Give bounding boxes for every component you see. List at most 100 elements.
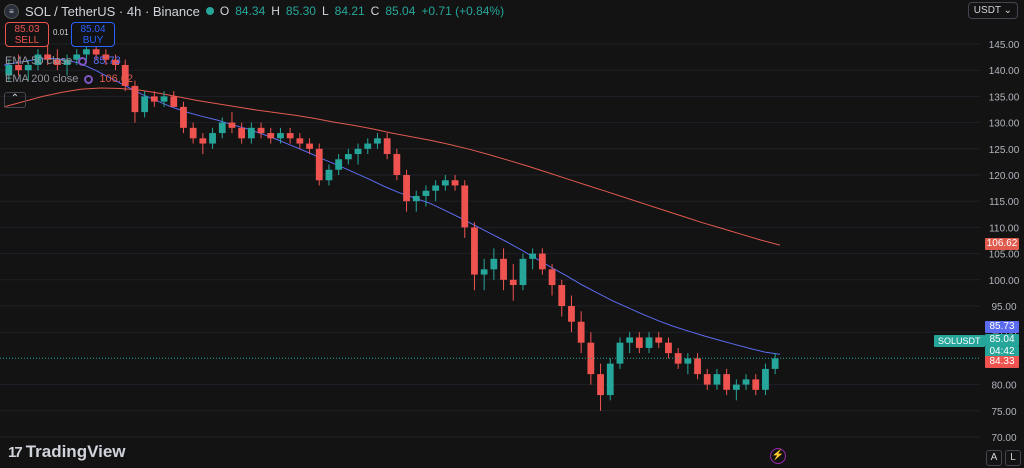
candle-body xyxy=(83,49,90,55)
price-tick-label: 130.00 xyxy=(989,119,1020,130)
candle-body xyxy=(286,133,294,139)
last-price-label: 85.04 xyxy=(985,334,1019,346)
candle-body xyxy=(199,138,207,144)
ema50-legend[interactable]: EMA 50 close 85.73 xyxy=(5,55,121,67)
candle-body xyxy=(325,169,333,181)
low-price-label: 84.33 xyxy=(985,356,1019,368)
candle-body xyxy=(577,321,585,343)
buy-price: 85.04 xyxy=(80,24,106,35)
buy-button[interactable]: 85.04 BUY xyxy=(71,22,115,47)
auto-scale-button[interactable]: A xyxy=(986,450,1002,466)
candle-body xyxy=(752,379,760,390)
tradingview-mark-icon: 17 xyxy=(8,443,23,461)
candle-body xyxy=(703,374,711,385)
spread-value: 0.01 xyxy=(53,28,69,37)
candle-body xyxy=(277,133,284,139)
candle-body xyxy=(170,96,178,107)
ema50-label: EMA 50 close xyxy=(5,55,73,67)
high-value: 85.30 xyxy=(285,4,316,18)
candle-body xyxy=(364,143,372,149)
candle-body xyxy=(374,138,381,144)
candle-body xyxy=(490,258,498,270)
candle-body xyxy=(160,96,168,102)
collapse-legend-button[interactable]: ⌃ xyxy=(4,92,26,108)
countdown-label: 04:42 xyxy=(985,346,1019,358)
candle-body xyxy=(141,96,149,113)
candle-body xyxy=(480,269,488,275)
candle-body xyxy=(403,175,410,202)
candle-body xyxy=(655,337,663,343)
candle-body xyxy=(422,190,430,196)
sol-logo-icon: ≡ xyxy=(4,3,19,19)
log-scale-button[interactable]: L xyxy=(1005,450,1021,466)
price-axis: 145.00 140.00 135.00 130.00 125.00 120.00 115.… xyxy=(989,40,1020,444)
candle-body xyxy=(112,59,119,65)
ema200-label: EMA 200 close xyxy=(5,73,79,85)
candle-body xyxy=(538,253,546,270)
tradingview-logo[interactable]: 17 TradingView xyxy=(8,442,126,462)
candle-body xyxy=(180,106,187,128)
candle-body xyxy=(44,54,52,60)
ema200-value: 106.62 xyxy=(99,73,134,85)
candle-body xyxy=(131,85,139,113)
candle-body xyxy=(471,227,478,275)
price-tick-label: 145.00 xyxy=(989,40,1020,51)
candle-body xyxy=(694,358,701,375)
price-tick-label: 75.00 xyxy=(991,407,1016,418)
candle-body xyxy=(548,269,556,286)
sell-price: 85.03 xyxy=(14,24,40,35)
trade-buttons: 85.03 SELL 0.01 85.04 BUY xyxy=(5,22,115,47)
market-open-icon xyxy=(205,7,214,15)
flash-icon[interactable]: ⚡ xyxy=(770,448,786,464)
price-tick-label: 140.00 xyxy=(989,66,1020,77)
candle-body xyxy=(34,54,42,65)
brand-name: TradingView xyxy=(25,442,126,461)
candle-body xyxy=(247,127,255,139)
candle-body xyxy=(616,342,624,364)
candle-body xyxy=(189,127,197,139)
low-label: L xyxy=(321,4,329,18)
candle-body xyxy=(568,306,575,322)
candle-body xyxy=(606,363,614,396)
candle-body xyxy=(441,180,449,186)
price-tick-label: 80.00 xyxy=(991,381,1016,392)
candle-body xyxy=(723,374,731,390)
symbol-title[interactable]: SOL / TetherUS · 4h · Binance xyxy=(25,3,200,19)
open-value: 84.34 xyxy=(235,4,266,18)
candle-body xyxy=(257,127,265,134)
ema200-legend[interactable]: EMA 200 close 106.62 xyxy=(5,73,133,85)
candle-body xyxy=(635,337,643,348)
candle-body xyxy=(509,279,517,286)
candle-body xyxy=(209,133,216,144)
candle-body xyxy=(150,96,158,102)
candle-body xyxy=(771,358,779,369)
candle-body xyxy=(412,195,420,202)
chart-grid xyxy=(0,43,980,438)
candle-body xyxy=(5,64,13,76)
candle-body xyxy=(73,54,81,60)
candle-body xyxy=(762,368,769,390)
ema50-value: 85.73 xyxy=(93,55,121,67)
candle-body xyxy=(626,337,634,343)
price-tick-label: 70.00 xyxy=(991,433,1016,444)
buy-label: BUY xyxy=(82,35,104,46)
candle-body xyxy=(238,127,246,139)
sell-button[interactable]: 85.03 SELL xyxy=(5,22,49,47)
symbol-tag: SOLUSDT xyxy=(934,335,985,347)
ema50-settings-icon[interactable] xyxy=(78,56,88,66)
candle-body xyxy=(92,49,100,55)
candle-body xyxy=(432,185,440,191)
candle-body xyxy=(665,342,672,354)
candle-body xyxy=(306,143,313,149)
ema200-line xyxy=(3,87,781,246)
sell-label: SELL xyxy=(14,35,40,46)
candle-body xyxy=(742,379,750,385)
candle-body xyxy=(461,185,469,228)
ema50-price-label: 85.73 xyxy=(985,321,1019,333)
candle-body xyxy=(15,64,22,71)
candle-body xyxy=(597,374,604,396)
ema200-settings-icon[interactable] xyxy=(84,74,94,84)
currency-unit-button[interactable]: USDT ⌄ xyxy=(967,2,1018,19)
price-tick-label: 110.00 xyxy=(989,223,1019,234)
